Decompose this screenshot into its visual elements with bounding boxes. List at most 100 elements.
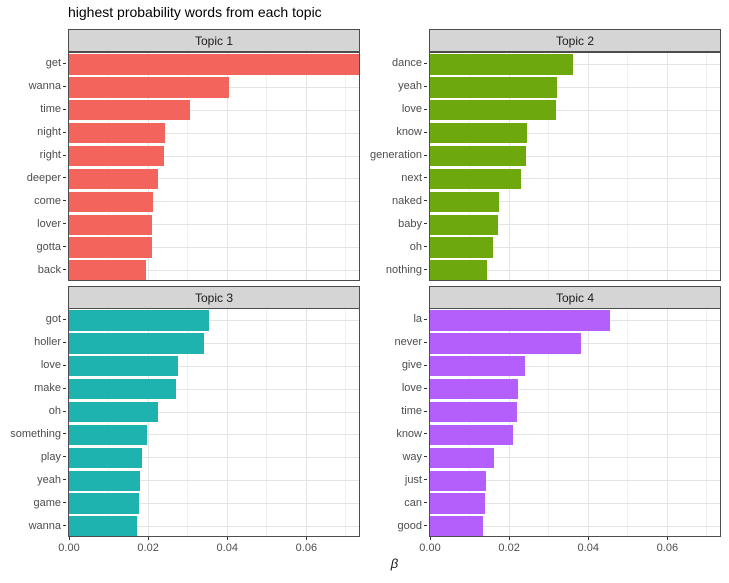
- major-gridline: [226, 309, 228, 536]
- major-gridline: [587, 309, 589, 536]
- y-tick-mark: [63, 387, 66, 389]
- y-tick-label: lover: [37, 217, 61, 230]
- y-tick-mark: [424, 525, 427, 527]
- y-tick-label: know: [396, 427, 422, 440]
- major-gridline: [430, 480, 720, 482]
- y-tick-label: wanna: [28, 80, 61, 93]
- x-tick-mark: [306, 537, 308, 540]
- x-tick-mark: [430, 537, 431, 540]
- bar: [430, 378, 518, 400]
- chart-title: highest probability words from each topi…: [68, 4, 322, 20]
- y-tick-label: oh: [48, 405, 61, 418]
- y-tick-mark: [424, 246, 427, 248]
- major-gridline: [430, 457, 720, 459]
- y-tick-mark: [424, 502, 427, 504]
- major-gridline: [430, 63, 720, 65]
- x-axis-title: β: [390, 556, 399, 571]
- major-gridline: [69, 201, 359, 203]
- y-tick-mark: [424, 177, 427, 179]
- bar: [69, 145, 165, 167]
- x-tick-mark: [667, 537, 669, 540]
- y-tick-label: dance: [392, 57, 422, 70]
- minor-gridline: [266, 53, 268, 280]
- y-tick-label: play: [40, 450, 61, 463]
- y-tick-mark: [63, 502, 66, 504]
- bar: [69, 356, 178, 377]
- major-gridline: [69, 224, 359, 226]
- y-tick-label: yeah: [37, 473, 61, 486]
- bar: [430, 77, 557, 98]
- major-gridline: [430, 178, 720, 180]
- x-tick-mark: [588, 537, 590, 540]
- y-tick-mark: [424, 269, 427, 271]
- facet-panel: [429, 52, 721, 281]
- major-gridline: [69, 388, 359, 390]
- major-gridline: [305, 309, 307, 536]
- y-tick-label: night: [37, 126, 61, 139]
- bar: [69, 470, 140, 491]
- major-gridline: [508, 309, 510, 536]
- bar: [430, 54, 574, 75]
- major-gridline: [430, 434, 720, 436]
- major-gridline: [508, 53, 510, 280]
- y-tick-label: wanna: [28, 519, 61, 532]
- minor-gridline: [187, 309, 189, 536]
- major-gridline: [69, 319, 359, 321]
- bar: [69, 214, 153, 235]
- major-gridline: [430, 388, 720, 390]
- facet-panel: [429, 308, 721, 537]
- y-tick-label: oh: [409, 240, 422, 253]
- y-tick-mark: [63, 479, 66, 481]
- bar: [430, 168, 522, 190]
- bar: [69, 516, 137, 536]
- y-tick-mark: [424, 154, 427, 156]
- bar: [430, 145, 527, 167]
- bar: [69, 333, 204, 354]
- major-gridline: [430, 411, 720, 413]
- facet-strip: Topic 4: [429, 286, 721, 309]
- y-tick-mark: [63, 364, 66, 366]
- y-tick-label: love: [401, 382, 422, 395]
- major-gridline: [69, 178, 359, 180]
- y-tick-label: time: [40, 103, 61, 116]
- minor-gridline: [108, 53, 110, 280]
- x-tick-mark: [227, 537, 229, 540]
- x-tick-mark: [509, 537, 511, 540]
- minor-gridline: [187, 53, 189, 280]
- y-tick-mark: [63, 108, 66, 110]
- major-gridline: [69, 526, 359, 528]
- major-gridline: [69, 411, 359, 413]
- bar: [430, 237, 494, 258]
- bar: [430, 122, 528, 144]
- bar: [69, 493, 140, 514]
- major-gridline: [430, 365, 720, 367]
- y-tick-label: naked: [392, 194, 422, 207]
- y-tick-mark: [63, 410, 66, 412]
- y-tick-mark: [63, 525, 66, 527]
- bar: [69, 168, 159, 190]
- bar: [69, 310, 210, 331]
- y-tick-label: never: [394, 336, 422, 349]
- major-gridline: [305, 53, 307, 280]
- y-tick-mark: [63, 246, 66, 248]
- y-tick-label: know: [396, 126, 422, 139]
- bar: [69, 77, 229, 98]
- major-gridline: [430, 247, 720, 249]
- facet-strip: Topic 1: [68, 29, 360, 52]
- bar: [430, 447, 495, 469]
- y-tick-label: love: [401, 103, 422, 116]
- facet-panel: [68, 52, 360, 281]
- major-gridline: [69, 109, 359, 111]
- y-tick-label: generation: [370, 149, 422, 162]
- major-gridline: [69, 434, 359, 436]
- major-gridline: [69, 457, 359, 459]
- bar: [430, 310, 610, 331]
- x-tick-mark: [148, 537, 150, 540]
- minor-gridline: [548, 309, 550, 536]
- bar: [69, 191, 153, 213]
- major-gridline: [69, 155, 359, 157]
- major-gridline: [666, 309, 668, 536]
- bar: [430, 191, 499, 213]
- minor-gridline: [469, 53, 471, 280]
